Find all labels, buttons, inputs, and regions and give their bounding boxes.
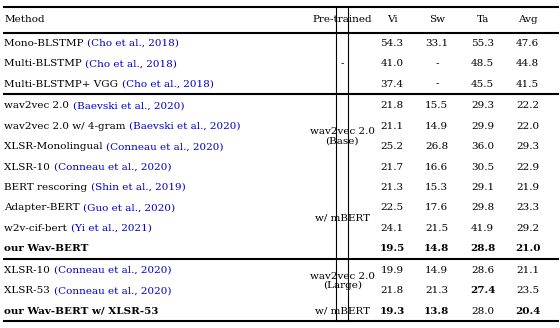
Text: (Large): (Large): [323, 280, 362, 290]
Text: BERT rescoring: BERT rescoring: [4, 183, 91, 192]
Text: 14.9: 14.9: [425, 266, 449, 275]
Text: -: -: [340, 59, 344, 68]
Text: 29.8: 29.8: [471, 203, 494, 212]
Text: (Cho et al., 2018): (Cho et al., 2018): [122, 80, 213, 89]
Text: (Conneau et al., 2020): (Conneau et al., 2020): [54, 163, 171, 172]
Text: w/ mBERT: w/ mBERT: [315, 307, 370, 316]
Text: 19.9: 19.9: [380, 266, 404, 275]
Text: 22.5: 22.5: [380, 203, 404, 212]
Text: 41.9: 41.9: [471, 224, 494, 233]
Text: 29.9: 29.9: [471, 122, 494, 131]
Text: 19.5: 19.5: [379, 244, 405, 253]
Text: 13.8: 13.8: [424, 307, 450, 316]
Text: 36.0: 36.0: [471, 142, 494, 151]
Text: 45.5: 45.5: [471, 80, 494, 89]
Text: 29.2: 29.2: [516, 224, 539, 233]
Text: (Cho et al., 2018): (Cho et al., 2018): [87, 39, 179, 48]
Text: Mono-BLSTMP: Mono-BLSTMP: [4, 39, 87, 48]
Text: Multi-BLSTMP+ VGG: Multi-BLSTMP+ VGG: [4, 80, 122, 89]
Text: our Wav-BERT w/ XLSR-53: our Wav-BERT w/ XLSR-53: [4, 307, 159, 316]
Text: 22.0: 22.0: [516, 122, 539, 131]
Text: 14.9: 14.9: [425, 122, 449, 131]
Text: (Conneau et al., 2020): (Conneau et al., 2020): [106, 142, 224, 151]
Text: wav2vec 2.0: wav2vec 2.0: [310, 272, 375, 281]
Text: (Guo et al., 2020): (Guo et al., 2020): [83, 203, 175, 212]
Text: 23.3: 23.3: [516, 203, 539, 212]
Text: Avg: Avg: [517, 15, 538, 24]
Text: 15.5: 15.5: [425, 101, 449, 111]
Text: wav2vec 2.0 w/ 4-gram: wav2vec 2.0 w/ 4-gram: [4, 122, 129, 131]
Text: 29.1: 29.1: [471, 183, 494, 192]
Text: 24.1: 24.1: [380, 224, 404, 233]
Text: XLSR-10: XLSR-10: [4, 163, 54, 172]
Text: 21.8: 21.8: [380, 286, 404, 295]
Text: Multi-BLSTMP: Multi-BLSTMP: [4, 59, 86, 68]
Text: 28.0: 28.0: [471, 307, 494, 316]
Text: 21.3: 21.3: [380, 183, 404, 192]
Text: (Shin et al., 2019): (Shin et al., 2019): [91, 183, 185, 192]
Text: 19.3: 19.3: [379, 307, 405, 316]
Text: 29.3: 29.3: [471, 101, 494, 111]
Text: Pre-trained: Pre-trained: [312, 15, 372, 24]
Text: 21.1: 21.1: [380, 122, 404, 131]
Text: 21.7: 21.7: [380, 163, 404, 172]
Text: (Yi et al., 2021): (Yi et al., 2021): [71, 224, 151, 233]
Text: 44.8: 44.8: [516, 59, 539, 68]
Text: 23.5: 23.5: [516, 286, 539, 295]
Text: our Wav-BERT: our Wav-BERT: [4, 244, 89, 253]
Text: (Conneau et al., 2020): (Conneau et al., 2020): [54, 286, 171, 295]
Text: 21.0: 21.0: [515, 244, 540, 253]
Text: w2v-cif-bert: w2v-cif-bert: [4, 224, 71, 233]
Text: 16.6: 16.6: [425, 163, 449, 172]
Text: 29.3: 29.3: [516, 142, 539, 151]
Text: 30.5: 30.5: [471, 163, 494, 172]
Text: 17.6: 17.6: [425, 203, 449, 212]
Text: 26.8: 26.8: [425, 142, 449, 151]
Text: -: -: [435, 59, 438, 68]
Text: XLSR-53: XLSR-53: [4, 286, 54, 295]
Text: Adapter-BERT: Adapter-BERT: [4, 203, 83, 212]
Text: 54.3: 54.3: [380, 39, 404, 48]
Text: 27.4: 27.4: [470, 286, 496, 295]
Text: Ta: Ta: [477, 15, 489, 24]
Text: 25.2: 25.2: [380, 142, 404, 151]
Text: (Cho et al., 2018): (Cho et al., 2018): [86, 59, 178, 68]
Text: (Baevski et al., 2020): (Baevski et al., 2020): [73, 101, 184, 111]
Text: w/ mBERT: w/ mBERT: [315, 214, 370, 223]
Text: Sw: Sw: [429, 15, 445, 24]
Text: 15.3: 15.3: [425, 183, 449, 192]
Text: 22.2: 22.2: [516, 101, 539, 111]
Text: 21.1: 21.1: [516, 266, 539, 275]
Text: wav2vec 2.0: wav2vec 2.0: [310, 128, 375, 136]
Text: Method: Method: [4, 15, 45, 24]
Text: 33.1: 33.1: [425, 39, 449, 48]
Text: 21.9: 21.9: [516, 183, 539, 192]
Text: 47.6: 47.6: [516, 39, 539, 48]
Text: 28.8: 28.8: [470, 244, 496, 253]
Text: 14.8: 14.8: [424, 244, 450, 253]
Text: -: -: [435, 80, 438, 89]
Text: (Base): (Base): [325, 136, 359, 145]
Text: 55.3: 55.3: [471, 39, 494, 48]
Text: 41.0: 41.0: [380, 59, 404, 68]
Text: 21.3: 21.3: [425, 286, 449, 295]
Text: 41.5: 41.5: [516, 80, 539, 89]
Text: 21.8: 21.8: [380, 101, 404, 111]
Text: 20.4: 20.4: [515, 307, 540, 316]
Text: XLSR-Monolingual: XLSR-Monolingual: [4, 142, 106, 151]
Text: 37.4: 37.4: [380, 80, 404, 89]
Text: Vi: Vi: [387, 15, 397, 24]
Text: (Baevski et al., 2020): (Baevski et al., 2020): [129, 122, 241, 131]
Text: 28.6: 28.6: [471, 266, 494, 275]
Text: wav2vec 2.0: wav2vec 2.0: [4, 101, 73, 111]
Text: 21.5: 21.5: [425, 224, 449, 233]
Text: 22.9: 22.9: [516, 163, 539, 172]
Text: 48.5: 48.5: [471, 59, 494, 68]
Text: (Conneau et al., 2020): (Conneau et al., 2020): [54, 266, 171, 275]
Text: XLSR-10: XLSR-10: [4, 266, 54, 275]
